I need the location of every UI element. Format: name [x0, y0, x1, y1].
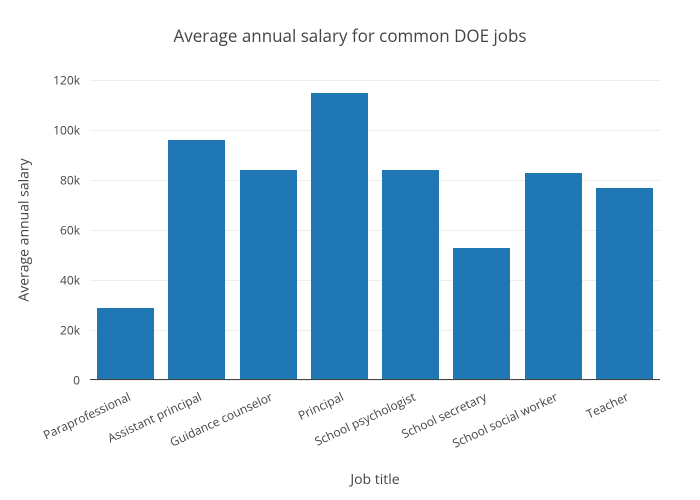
bar: [453, 248, 510, 381]
x-tick-label: Teacher: [584, 388, 632, 422]
y-tick-label: 0: [0, 372, 80, 389]
x-axis-title: Job title: [350, 470, 399, 489]
bar: [382, 170, 439, 380]
bar: [97, 308, 154, 381]
gridline: [90, 80, 660, 81]
x-tick-label: Principal: [296, 388, 347, 424]
y-tick-label: 80k: [0, 172, 80, 189]
chart-title: Average annual salary for common DOE job…: [0, 24, 700, 47]
y-tick-label: 60k: [0, 222, 80, 239]
gridline: [90, 130, 660, 131]
bar: [168, 140, 225, 380]
bar: [311, 93, 368, 381]
y-tick-label: 40k: [0, 272, 80, 289]
bar: [240, 170, 297, 380]
gridline: [90, 380, 660, 381]
plot-area: [90, 80, 660, 380]
x-axis-line: [90, 379, 660, 380]
bar: [596, 188, 653, 381]
y-tick-label: 20k: [0, 322, 80, 339]
y-tick-label: 100k: [0, 122, 80, 139]
bar: [525, 173, 582, 381]
y-tick-label: 120k: [0, 72, 80, 89]
salary-bar-chart: Average annual salary for common DOE job…: [0, 0, 700, 500]
